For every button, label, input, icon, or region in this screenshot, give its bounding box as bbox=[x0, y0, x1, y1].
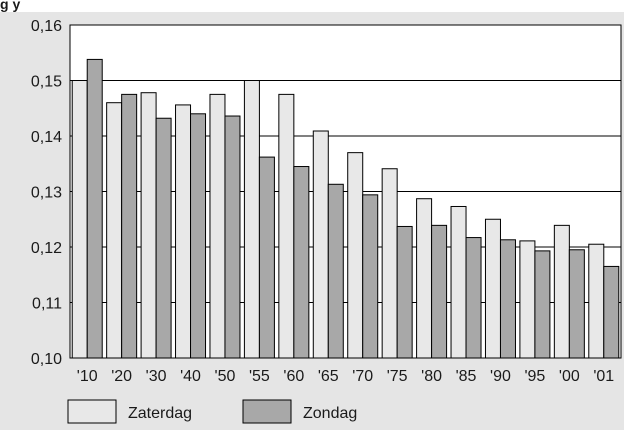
legend-label-zondag: Zondag bbox=[303, 405, 357, 422]
x-tick-label: '20 bbox=[111, 368, 132, 385]
y-tick-label: 0,16 bbox=[31, 18, 62, 35]
legend-label-zaterdag: Zaterdag bbox=[128, 405, 192, 422]
y-tick-label: 0,15 bbox=[31, 74, 62, 91]
x-tick-label: '10 bbox=[77, 368, 98, 385]
y-tick-label: 0,12 bbox=[31, 240, 62, 257]
y-tick-label: 0,14 bbox=[31, 129, 62, 146]
x-tick-label: '90 bbox=[490, 368, 511, 385]
bar-zaterdag bbox=[175, 104, 192, 359]
x-tick-label: '01 bbox=[593, 368, 614, 385]
x-tick-label: '75 bbox=[387, 368, 408, 385]
bar-zondag bbox=[155, 117, 172, 359]
x-tick-label: '40 bbox=[180, 368, 201, 385]
bar-zaterdag bbox=[588, 243, 605, 359]
x-tick-label: '95 bbox=[524, 368, 545, 385]
bar-zaterdag bbox=[347, 152, 364, 359]
plot-frame bbox=[69, 24, 622, 359]
y-tick-label: 0,11 bbox=[32, 296, 62, 313]
plot-area: 0,10 0,11 0,12 0,13 0,14 0,15 0,16 '10 '20 '30 '40… bbox=[31, 18, 622, 385]
bar-zaterdag bbox=[519, 240, 536, 359]
x-tick-label: '85 bbox=[456, 368, 477, 385]
y-tick-label: 0,10 bbox=[31, 351, 62, 368]
bar-zondag bbox=[86, 58, 103, 359]
bar-zaterdag bbox=[71, 80, 88, 359]
bar-zondag bbox=[431, 224, 448, 359]
bar-zondag bbox=[568, 249, 585, 359]
bar-zaterdag bbox=[278, 93, 295, 359]
bar-zaterdag bbox=[209, 93, 226, 359]
legend-swatch-zaterdag bbox=[67, 399, 117, 424]
bar-zondag bbox=[362, 194, 379, 359]
bar-zaterdag bbox=[450, 205, 467, 359]
x-tick-label: '70 bbox=[352, 368, 373, 385]
x-tick-label: '00 bbox=[559, 368, 580, 385]
x-tick-label: '80 bbox=[421, 368, 442, 385]
x-tick-label: '60 bbox=[283, 368, 304, 385]
title-strip bbox=[0, 0, 624, 12]
x-tick-label: '65 bbox=[318, 368, 339, 385]
bar-zaterdag bbox=[243, 80, 260, 359]
x-tick-label: '50 bbox=[215, 368, 236, 385]
bar-zondag bbox=[534, 250, 551, 359]
bar-zaterdag bbox=[416, 198, 433, 359]
bar-zondag bbox=[258, 156, 275, 359]
x-tick-label: '30 bbox=[146, 368, 167, 385]
bar-zondag bbox=[499, 239, 516, 359]
bar-zondag bbox=[327, 183, 344, 359]
bar-zaterdag bbox=[106, 102, 123, 359]
page-title-fragment: g y bbox=[0, 0, 20, 12]
bar-zondag bbox=[603, 265, 620, 359]
legend: Zaterdag Zondag bbox=[67, 399, 357, 424]
bars bbox=[71, 58, 620, 359]
y-tick-label: 0,13 bbox=[31, 185, 62, 202]
x-tick-label: '55 bbox=[249, 368, 270, 385]
bar-zaterdag bbox=[312, 130, 329, 359]
bar-zaterdag bbox=[553, 224, 570, 359]
bar-zondag bbox=[224, 115, 241, 359]
bar-zondag bbox=[293, 166, 310, 359]
legend-swatch-zondag bbox=[242, 399, 292, 424]
bar-zaterdag bbox=[484, 218, 501, 359]
bar-zondag bbox=[190, 113, 207, 359]
bar-zaterdag bbox=[381, 168, 398, 359]
bar-zondag bbox=[396, 225, 413, 359]
bar-zondag bbox=[121, 93, 138, 359]
bar-zondag bbox=[465, 237, 482, 359]
bar-zaterdag bbox=[140, 92, 157, 359]
